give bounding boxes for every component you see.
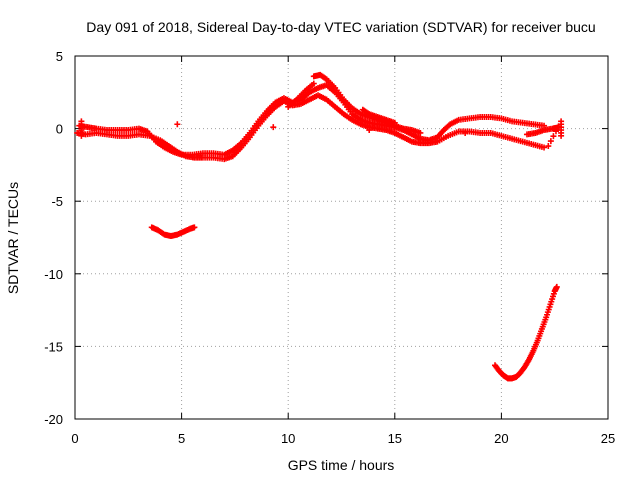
series-track-g bbox=[78, 118, 565, 150]
y-tick-label: 0 bbox=[56, 122, 63, 137]
x-tick-label: 15 bbox=[388, 431, 402, 446]
data-point bbox=[417, 129, 424, 136]
data-points bbox=[74, 71, 565, 382]
data-point bbox=[191, 224, 198, 231]
y-tick-label: -5 bbox=[51, 194, 63, 209]
data-point bbox=[553, 283, 560, 290]
data-point bbox=[555, 123, 562, 130]
chart-title: Day 091 of 2018, Sidereal Day-to-day VTE… bbox=[86, 19, 595, 35]
x-tick-label: 5 bbox=[178, 431, 185, 446]
x-tick-label: 10 bbox=[281, 431, 295, 446]
data-point bbox=[545, 143, 552, 150]
y-axis-label: SDTVAR / TECUs bbox=[5, 182, 21, 294]
series-track-e bbox=[359, 106, 398, 126]
data-point bbox=[462, 129, 469, 136]
y-tick-label: -10 bbox=[44, 267, 63, 282]
data-point bbox=[310, 80, 317, 87]
x-tick-labels: 0 5 10 15 20 25 bbox=[71, 431, 615, 446]
x-tick-label: 0 bbox=[71, 431, 78, 446]
data-point bbox=[174, 121, 181, 128]
series-track-b bbox=[74, 92, 548, 163]
data-point bbox=[552, 128, 559, 135]
x-tick-label: 20 bbox=[494, 431, 508, 446]
axis-ticks bbox=[74, 55, 609, 420]
x-tick-label: 25 bbox=[601, 431, 615, 446]
y-tick-labels: 5 0 -5 -10 -15 -20 bbox=[44, 49, 63, 427]
plot-area-border bbox=[74, 55, 609, 420]
y-tick-label: -20 bbox=[44, 412, 63, 427]
y-tick-label: -15 bbox=[44, 339, 63, 354]
data-point bbox=[366, 127, 373, 134]
x-axis-label: GPS time / hours bbox=[288, 457, 395, 473]
data-point bbox=[558, 118, 565, 125]
data-point bbox=[78, 118, 85, 125]
series-track-d bbox=[285, 80, 317, 110]
series-track-h bbox=[148, 224, 198, 240]
data-point bbox=[550, 133, 557, 140]
data-point bbox=[270, 124, 277, 131]
data-point bbox=[391, 119, 398, 126]
series-track-i bbox=[492, 283, 560, 382]
y-tick-label: 5 bbox=[56, 49, 63, 64]
data-point bbox=[541, 144, 548, 151]
data-point bbox=[547, 138, 554, 145]
